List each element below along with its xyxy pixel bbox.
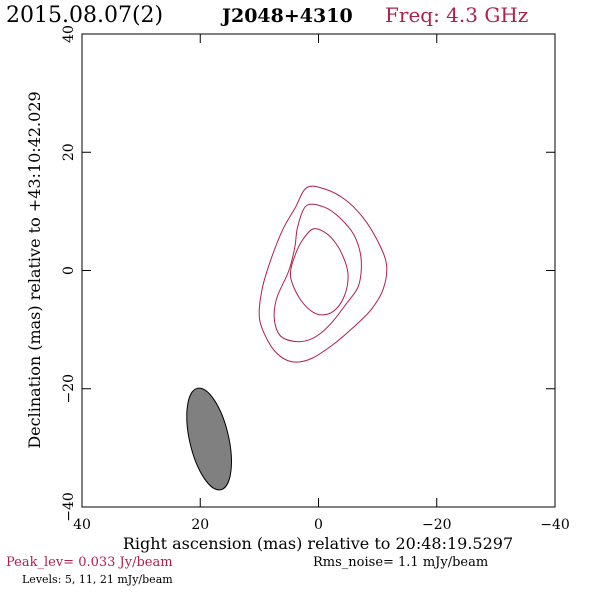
frequency-label: Freq: 4.3 GHz bbox=[385, 3, 528, 27]
x-tick-label: 0 bbox=[314, 517, 323, 533]
beam-ellipse bbox=[186, 387, 232, 491]
peak-level: Peak_lev= 0.033 Jy/beam bbox=[6, 555, 173, 570]
y-tick-label: −20 bbox=[61, 374, 77, 404]
x-tick-label: −40 bbox=[540, 517, 570, 533]
y-tick-label: 40 bbox=[61, 25, 77, 43]
x-axis-label: Right ascension (mas) relative to 20:48:… bbox=[123, 534, 513, 553]
axis-ticks bbox=[81, 33, 556, 508]
y-axis-label: Declination (mas) relative to +43:10:42.… bbox=[25, 91, 44, 448]
observation-date: 2015.08.07(2) bbox=[6, 3, 163, 28]
contour-11-mjy bbox=[273, 203, 362, 343]
y-tick-label: 20 bbox=[61, 143, 77, 161]
contour-5-mjy bbox=[258, 185, 388, 363]
x-tick-label: 20 bbox=[191, 517, 209, 533]
y-tick-label: 0 bbox=[61, 266, 77, 275]
contour-21-mjy bbox=[289, 228, 349, 316]
x-tick-label: 40 bbox=[73, 517, 91, 533]
y-tick-label: −40 bbox=[61, 492, 77, 522]
contour-lines bbox=[258, 185, 388, 363]
rms-noise: Rms_noise= 1.1 mJy/beam bbox=[313, 555, 488, 570]
beam-layer bbox=[186, 387, 232, 491]
source-name: J2048+4310 bbox=[220, 5, 353, 27]
x-tick-label: −20 bbox=[422, 517, 452, 533]
contour-levels: Levels: 5, 11, 21 mJy/beam bbox=[22, 573, 173, 586]
plot-frame bbox=[81, 33, 556, 508]
